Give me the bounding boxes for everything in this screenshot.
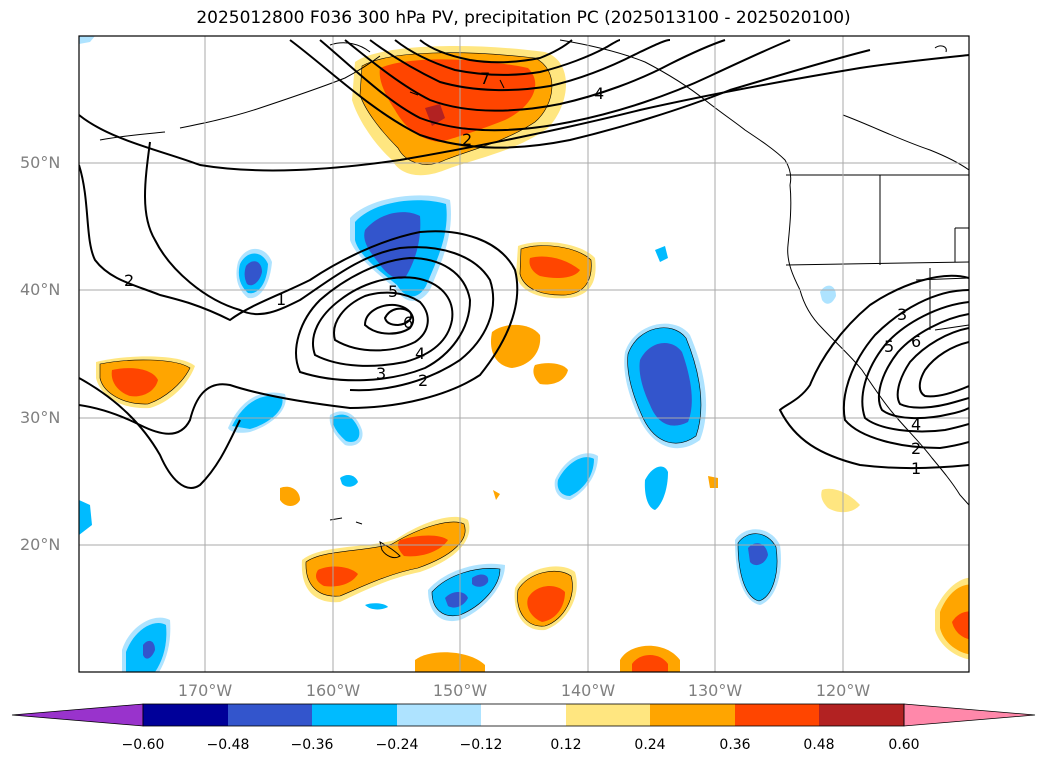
lat-label: 40°N xyxy=(20,280,61,299)
contour-label: 5 xyxy=(884,337,894,356)
precip-positive-anomalies xyxy=(96,46,969,672)
contour-label: 5 xyxy=(388,282,398,301)
colorbar-tick-label: −0.24 xyxy=(375,737,419,753)
contour-label: 7 xyxy=(480,69,490,88)
contour-label: 4 xyxy=(594,84,604,103)
contour-label: 2 xyxy=(911,439,921,458)
colorbar-tick-label: 0.24 xyxy=(634,737,666,753)
colorbar-segment xyxy=(819,704,904,726)
colorbar-tick-label: 0.36 xyxy=(719,737,751,753)
gridlines xyxy=(79,36,969,672)
colorbar-segment xyxy=(481,704,566,726)
contour-label: 4 xyxy=(911,415,921,434)
lat-label: 30°N xyxy=(20,408,61,427)
colorbar-segment xyxy=(650,704,735,726)
colorbar-tick-label: 0.48 xyxy=(803,737,835,753)
colorbar-tick-label: −0.36 xyxy=(290,737,334,753)
colorbar-tick-label: −0.60 xyxy=(121,737,165,753)
colorbar xyxy=(11,703,1036,727)
precip-outlines xyxy=(99,52,778,627)
lat-label: 20°N xyxy=(20,535,61,554)
colorbar-tick-label: −0.12 xyxy=(459,737,503,753)
map-frame xyxy=(78,35,970,673)
lon-label: 160°W xyxy=(305,681,361,700)
pv-contours xyxy=(79,39,969,489)
contour-label-group: 7 4 2 2 1 5 6 4 3 2 3 5 6 4 2 1 xyxy=(124,69,921,478)
contour-label: 2 xyxy=(462,130,472,149)
colorbar-tick-label: −0.48 xyxy=(206,737,250,753)
colorbar-tick-label: 0.60 xyxy=(888,737,920,753)
colorbar-segment xyxy=(312,704,397,726)
contour-label: 3 xyxy=(897,305,907,324)
colorbar-tick-label: 0.12 xyxy=(550,737,582,753)
contour-label: 6 xyxy=(911,332,921,351)
colorbar-segment xyxy=(566,704,650,726)
lat-label: 50°N xyxy=(20,153,61,172)
lon-label: 120°W xyxy=(815,681,871,700)
lon-label: 170°W xyxy=(177,681,233,700)
contour-label: 1 xyxy=(911,459,921,478)
colorbar-segment xyxy=(143,704,228,726)
map-title: 2025012800 F036 300 hPa PV, precipitatio… xyxy=(196,8,851,28)
colorbar-high-extension xyxy=(903,703,1036,727)
contour-label: 2 xyxy=(418,371,428,390)
lon-label: 140°W xyxy=(560,681,616,700)
colorbar-segment xyxy=(397,704,481,726)
contour-label: 6 xyxy=(403,313,413,332)
colorbar-segment xyxy=(735,704,819,726)
lon-label: 150°W xyxy=(432,681,488,700)
contour-label: 2 xyxy=(124,271,134,290)
colorbar-low-extension xyxy=(11,703,144,727)
contour-label: 4 xyxy=(415,344,425,363)
contour-label: 3 xyxy=(376,364,386,383)
contour-label: 1 xyxy=(276,290,286,309)
colorbar-segment xyxy=(228,704,312,726)
lon-label: 130°W xyxy=(687,681,743,700)
